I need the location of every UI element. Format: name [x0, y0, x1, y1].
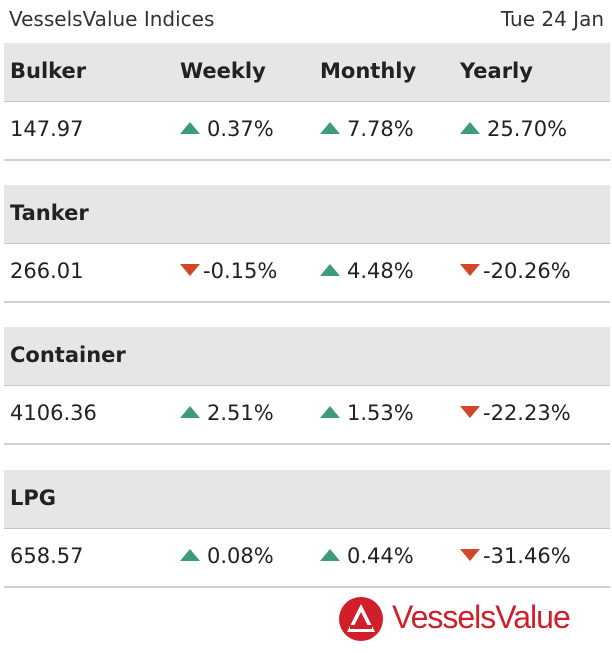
index-section-container: Container 4106.36 2.51% 1.53% -22.23%	[4, 327, 610, 445]
yearly-change-text: -22.23%	[483, 401, 571, 425]
section-header: Tanker	[4, 185, 610, 244]
weekly-change: 0.37%	[180, 117, 274, 141]
index-section-tanker: Tanker 266.01 -0.15% 4.48% -20.26%	[4, 185, 610, 303]
weekly-change: -0.15%	[180, 259, 277, 283]
weekly-change: 2.51%	[180, 401, 274, 425]
yearly-change-text: 25.70%	[487, 117, 568, 141]
weekly-change-text: 0.37%	[207, 117, 274, 141]
monthly-change: 0.44%	[320, 544, 414, 568]
section-name: Container	[10, 343, 126, 367]
vesselsvalue-logo-icon	[339, 597, 383, 641]
up-arrow-icon	[180, 122, 200, 134]
yearly-change: -22.23%	[460, 401, 571, 425]
up-arrow-icon	[460, 122, 480, 134]
down-arrow-icon	[460, 264, 480, 276]
section-header: Container	[4, 327, 610, 386]
table-row: 147.97 0.37% 7.78% 25.70%	[4, 102, 610, 161]
yearly-change: -20.26%	[460, 259, 571, 283]
monthly-change-text: 7.78%	[347, 117, 414, 141]
section-name: Bulker	[10, 59, 87, 83]
table-row: 266.01 -0.15% 4.48% -20.26%	[4, 244, 610, 303]
index-section-lpg: LPG 658.57 0.08% 0.44% -31.46%	[4, 470, 610, 588]
section-name: Tanker	[10, 201, 89, 225]
index-value: 4106.36	[10, 401, 97, 425]
section-header: Bulker Weekly Monthly Yearly	[4, 43, 610, 102]
col-header-weekly: Weekly	[180, 59, 266, 83]
index-value: 658.57	[10, 544, 84, 568]
index-section-bulker: Bulker Weekly Monthly Yearly 147.97 0.37…	[4, 43, 610, 161]
col-header-monthly: Monthly	[320, 59, 417, 83]
up-arrow-icon	[320, 406, 340, 418]
weekly-change-text: -0.15%	[203, 259, 278, 283]
monthly-change-text: 4.48%	[347, 259, 414, 283]
yearly-change-text: -20.26%	[483, 259, 571, 283]
down-arrow-icon	[180, 264, 200, 276]
table-row: 4106.36 2.51% 1.53% -22.23%	[4, 386, 610, 445]
monthly-change: 1.53%	[320, 401, 414, 425]
widget-title: VesselsValue Indices	[9, 7, 215, 31]
widget-header: VesselsValue Indices Tue 24 Jan	[0, 0, 612, 42]
col-header-yearly: Yearly	[460, 59, 533, 83]
monthly-change-text: 0.44%	[347, 544, 414, 568]
monthly-change: 7.78%	[320, 117, 414, 141]
yearly-change: -31.46%	[460, 544, 571, 568]
down-arrow-icon	[460, 406, 480, 418]
monthly-change-text: 1.53%	[347, 401, 414, 425]
section-name: LPG	[10, 486, 57, 510]
vesselsvalue-logo[interactable]: VesselsValue	[338, 595, 600, 643]
up-arrow-icon	[180, 549, 200, 561]
logo-wordmark: VesselsValue	[392, 599, 571, 635]
down-arrow-icon	[460, 549, 480, 561]
section-header: LPG	[4, 470, 610, 529]
table-row: 658.57 0.08% 0.44% -31.46%	[4, 529, 610, 588]
monthly-change: 4.48%	[320, 259, 414, 283]
weekly-change: 0.08%	[180, 544, 274, 568]
yearly-change: 25.70%	[460, 117, 567, 141]
up-arrow-icon	[320, 122, 340, 134]
index-value: 266.01	[10, 259, 84, 283]
up-arrow-icon	[320, 264, 340, 276]
index-value: 147.97	[10, 117, 84, 141]
yearly-change-text: -31.46%	[483, 544, 571, 568]
widget-date: Tue 24 Jan	[500, 7, 604, 31]
weekly-change-text: 2.51%	[207, 401, 274, 425]
up-arrow-icon	[180, 406, 200, 418]
up-arrow-icon	[320, 549, 340, 561]
weekly-change-text: 0.08%	[207, 544, 274, 568]
